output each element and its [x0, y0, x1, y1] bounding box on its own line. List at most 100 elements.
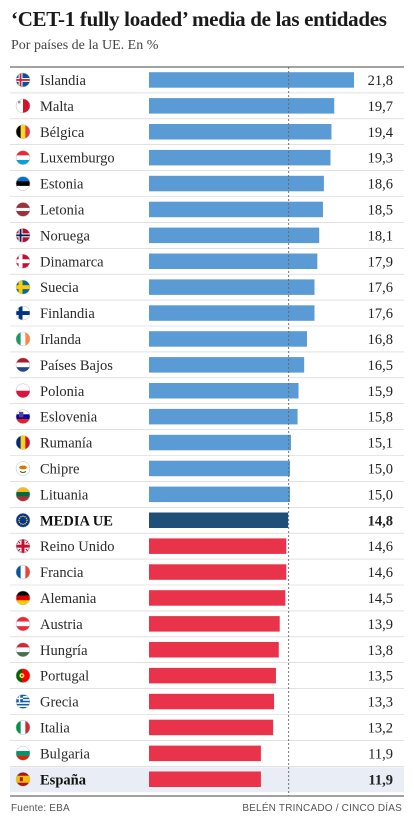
chart-row: Suecia 17,6 [10, 279, 404, 301]
bar [149, 175, 324, 192]
category-label: Luxemburgo [40, 151, 115, 167]
flag-italy-icon [15, 720, 31, 735]
category-label: Grecia [40, 695, 79, 711]
category-label: Francia [40, 565, 84, 581]
chart-row: Dinamarca 17,9 [10, 253, 404, 275]
bar [149, 460, 291, 477]
value-label: 17,9 [368, 254, 393, 270]
chart-row: Irlanda 16,8 [10, 331, 404, 353]
bar [149, 72, 354, 88]
value-label: 15,0 [368, 461, 393, 477]
flag-greece-icon [15, 694, 31, 709]
value-label: 14,8 [368, 513, 393, 529]
category-label: Chipre [40, 461, 79, 477]
chart-row: España 11,9 [10, 767, 404, 793]
flag-luxembourg-icon [15, 150, 31, 165]
bar [149, 434, 291, 451]
value-label: 15,1 [368, 436, 393, 452]
bar [149, 357, 305, 373]
value-label: 18,1 [368, 228, 393, 244]
bar [149, 745, 261, 762]
flag-eu-icon [15, 513, 31, 528]
category-label: España [40, 772, 87, 788]
bar [149, 616, 280, 632]
chart-row: Bélgica 19,4 [10, 124, 404, 145]
bar [149, 149, 331, 166]
value-label: 15,0 [368, 487, 393, 503]
bar [149, 331, 307, 347]
chart-row: Países Bajos 16,5 [10, 357, 404, 379]
chart-row: Finlandia 17,6 [10, 305, 404, 327]
chart-row: MEDIA UE 14,8 [10, 512, 404, 534]
chart-row: Francia 14,6 [10, 564, 404, 586]
value-label: 18,6 [368, 177, 393, 193]
category-label: Dinamarca [40, 254, 104, 270]
flag-netherlands-icon [15, 357, 31, 373]
category-label: Austria [40, 617, 83, 633]
value-label: 19,4 [368, 125, 394, 141]
category-label: Finlandia [40, 306, 95, 322]
value-label: 13,2 [368, 720, 393, 736]
bar [149, 279, 315, 295]
chart-row: Bulgaria 11,9 [10, 745, 404, 767]
value-label: 13,9 [368, 617, 393, 633]
chart-row: Hungría 13,8 [10, 642, 404, 664]
category-label: Eslovenia [40, 410, 98, 426]
flag-portugal-icon [15, 668, 31, 683]
category-label: MEDIA UE [40, 513, 113, 529]
flag-uk-icon [15, 538, 31, 554]
chart-row: Portugal 13,5 [10, 667, 404, 689]
flag-germany-icon [15, 590, 31, 606]
category-label: Estonia [40, 177, 84, 193]
chart-row: Eslovenia 15,8 [10, 408, 404, 430]
bar [149, 486, 291, 503]
category-label: Bulgaria [40, 746, 90, 762]
flag-romania-icon [15, 435, 31, 450]
bar [149, 227, 320, 244]
chart-title: ‘CET-1 fully loaded’ media de las entida… [11, 7, 387, 31]
flag-cyprus-icon [15, 461, 31, 476]
flag-latvia-icon [15, 202, 31, 217]
bar [149, 253, 318, 269]
flag-denmark-icon [15, 254, 31, 269]
chart-row: Letonia 18,5 [10, 201, 404, 223]
chart-row: Polonia 15,9 [10, 383, 404, 405]
category-label: Polonia [40, 384, 85, 400]
flag-finland-icon [15, 305, 31, 321]
chart-row: Chipre 15,0 [10, 460, 404, 482]
value-label: 19,7 [368, 99, 393, 115]
category-label: Suecia [40, 280, 79, 296]
value-label: 13,3 [368, 695, 393, 711]
bar [149, 512, 289, 528]
category-label: Rumanía [40, 436, 93, 452]
value-label: 19,3 [368, 151, 393, 167]
bar [149, 408, 298, 425]
flag-austria-icon [15, 616, 31, 632]
flag-poland-icon [15, 383, 31, 398]
chart-row: Reino Unido 14,6 [10, 538, 404, 560]
flag-sweden-icon [15, 279, 31, 295]
chart-row: Grecia 13,3 [10, 693, 404, 715]
chart-row: Alemania 14,5 [10, 590, 404, 612]
category-label: Malta [40, 99, 74, 115]
flag-hungary-icon [15, 642, 31, 657]
bar [149, 383, 299, 399]
flag-lithuania-icon [15, 487, 31, 502]
bar [149, 719, 274, 736]
value-label: 17,6 [368, 280, 393, 296]
chart-row: Italia 13,2 [10, 719, 404, 741]
category-label: Bélgica [40, 125, 85, 141]
flag-belgium-icon [15, 124, 31, 139]
value-label: 15,9 [368, 384, 393, 400]
value-label: 17,6 [368, 306, 393, 322]
category-label: Hungría [40, 643, 88, 659]
source-note: Fuente: EBA [11, 803, 70, 814]
category-label: Países Bajos [40, 358, 113, 374]
bar [149, 305, 315, 321]
category-label: Irlanda [40, 332, 82, 348]
chart-row: Rumanía 15,1 [10, 434, 404, 456]
bar [149, 693, 275, 710]
bar [149, 642, 279, 658]
